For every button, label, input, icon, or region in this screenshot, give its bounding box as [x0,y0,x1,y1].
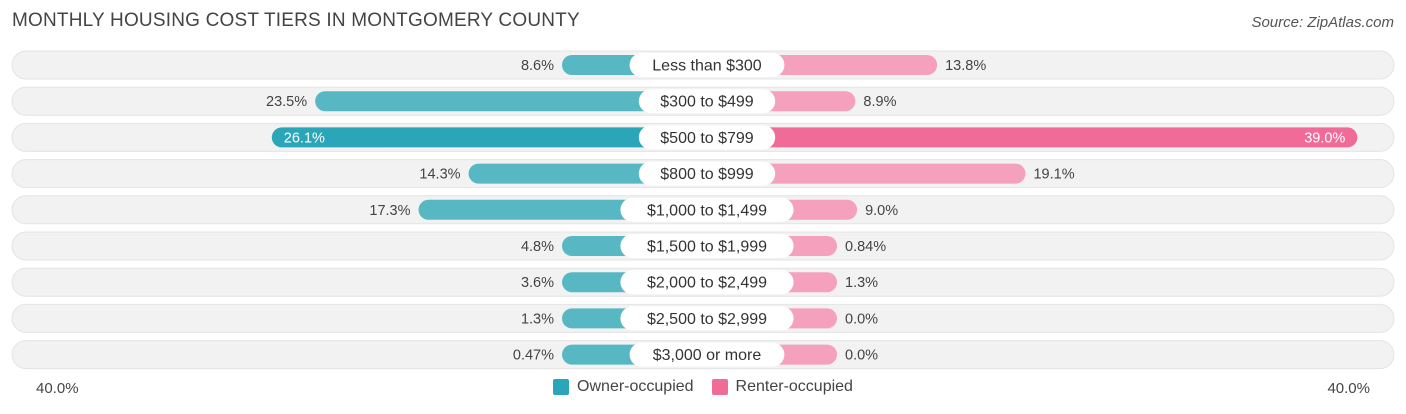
owner-value-label: 14.3% [419,167,460,183]
legend-label-renter: Renter-occupied [735,378,853,395]
renter-value-label: 0.84% [845,239,886,255]
axis-right-label: 40.0% [1327,380,1370,397]
legend-item-renter[interactable]: Renter-occupied [711,378,853,396]
owner-value-label: 17.3% [369,203,410,219]
category-label: $2,500 to $2,999 [647,311,767,328]
category-label: $1,000 to $1,499 [647,202,767,219]
renter-value-label: 0.0% [845,348,878,364]
category-label: $3,000 or more [653,347,762,364]
category-pill [620,306,794,331]
legend-label-owner: Owner-occupied [577,378,694,395]
renter-value-label: 0.0% [845,311,878,327]
chart-title: MONTHLY HOUSING COST TIERS IN MONTGOMERY… [12,10,580,31]
legend-swatch-owner [553,379,570,395]
renter-value-label: 19.1% [1033,167,1074,183]
owner-value-label: 26.1% [284,130,325,146]
owner-value-label: 4.8% [521,239,554,255]
category-pill [620,270,794,295]
renter-bar [707,127,1358,148]
category-label: $500 to $799 [660,130,754,147]
category-label: Less than $300 [652,58,762,75]
owner-bar [271,127,707,148]
owner-value-label: 1.3% [521,311,554,327]
category-pill [620,234,794,258]
legend-swatch-renter [711,379,728,395]
legend: Owner-occupied Renter-occupied [0,378,1406,396]
owner-value-label: 0.47% [513,348,554,364]
category-pill [620,197,794,222]
renter-value-label: 39.0% [1304,130,1345,146]
category-label: $800 to $999 [660,166,754,183]
renter-bar [707,163,1026,184]
category-label: $1,500 to $1,999 [647,239,767,256]
legend-item-owner[interactable]: Owner-occupied [553,378,694,396]
owner-value-label: 3.6% [521,275,554,291]
category-label: $300 to $499 [660,94,754,111]
owner-bar [315,91,707,112]
renter-value-label: 8.9% [863,94,896,110]
category-pill [638,125,776,150]
axis-left-label: 40.0% [36,380,79,397]
category-pill [638,89,776,114]
renter-value-label: 9.0% [865,203,898,219]
category-pill [638,161,776,186]
renter-value-label: 1.3% [845,275,878,291]
category-pill [629,53,785,77]
owner-value-label: 8.6% [521,58,554,74]
category-label: $2,000 to $2,499 [647,275,767,292]
source-note: Source: ZipAtlas.com [1251,14,1394,31]
owner-value-label: 23.5% [266,94,307,110]
renter-value-label: 13.8% [945,58,986,74]
category-pill [629,342,785,367]
